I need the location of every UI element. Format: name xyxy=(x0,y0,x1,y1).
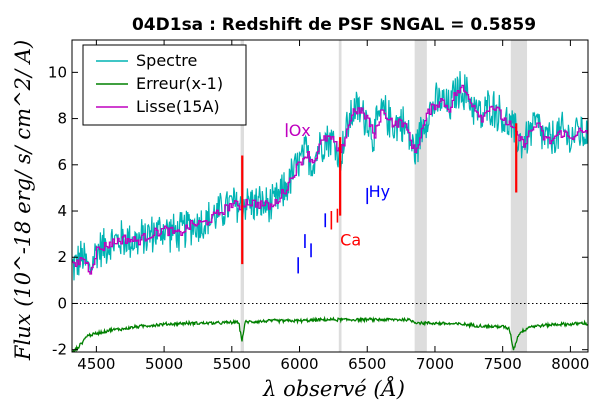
plot-frame xyxy=(71,39,589,353)
legend-label-spectre: Spectre xyxy=(136,51,197,70)
series-layer xyxy=(72,71,588,352)
series-line-erreur-x-1- xyxy=(72,315,588,352)
annotation-ox: Ox xyxy=(289,121,311,140)
legend: Spectre Erreur(x-1) Lisse(15A) xyxy=(82,44,247,126)
x-tick-label: 5000 xyxy=(145,355,183,373)
x-tick-label: 6000 xyxy=(280,355,318,373)
y-tick-label: 2 xyxy=(57,248,67,266)
annotation-ca: Ca xyxy=(340,231,361,250)
x-tick-label: 7500 xyxy=(484,355,522,373)
shaded-band-2 xyxy=(414,40,427,352)
series-line-lisse-15a- xyxy=(72,84,588,275)
annotation-hy: Hy xyxy=(369,182,391,201)
x-tick-label: 6500 xyxy=(348,355,386,373)
legend-label-lisse: Lisse(15A) xyxy=(136,97,220,116)
y-tick-label: 4 xyxy=(57,202,67,220)
x-tick-label: 5500 xyxy=(213,355,251,373)
y-axis-label: Flux (10^-18 erg/ s/ cm^2/ A) xyxy=(11,40,35,361)
x-tick-label: 4500 xyxy=(77,355,115,373)
y-tick-label: -2 xyxy=(52,341,67,359)
axis-ticks: 4500 5000 5500 6000 6500 7000 7500 8000 -2 0 2 4 6 8 1… xyxy=(48,40,589,373)
chart-title: 04D1sa : Redshift de PSF SNGAL = 0.5859 xyxy=(132,15,536,35)
x-tick-label: 8000 xyxy=(551,355,589,373)
legend-label-erreur: Erreur(x-1) xyxy=(136,74,223,93)
shaded-band-3 xyxy=(510,40,528,352)
annotations: Ox Ca Hy xyxy=(289,121,390,250)
x-axis-label: λ observé (Å) xyxy=(262,376,405,400)
y-tick-label: 8 xyxy=(57,110,67,128)
y-tick-label: 0 xyxy=(57,294,67,312)
legend-box xyxy=(82,44,247,126)
y-tick-label: 6 xyxy=(57,156,67,174)
x-tick-label: 7000 xyxy=(416,355,454,373)
y-tick-label: 10 xyxy=(48,63,67,81)
series-line-spectre xyxy=(72,71,588,281)
line-markers xyxy=(241,123,518,274)
